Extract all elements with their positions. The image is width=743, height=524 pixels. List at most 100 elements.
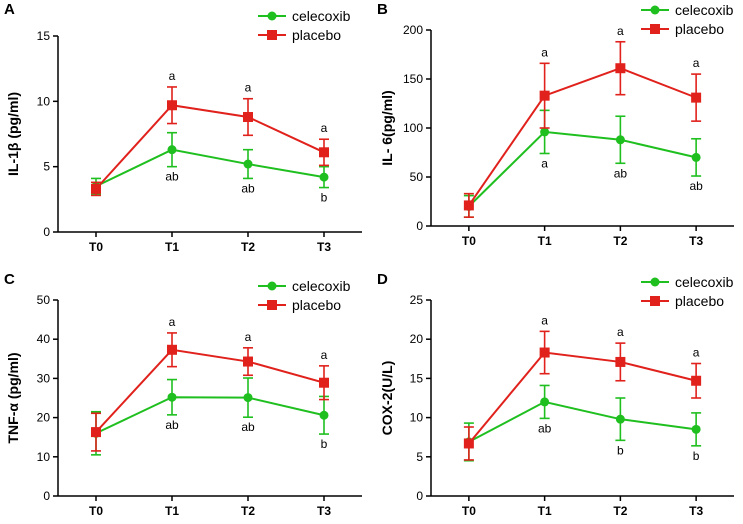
legend-label-placebo: placebo — [292, 27, 341, 43]
y-axis-label: IL- 6(pg/ml) — [379, 90, 395, 165]
y-tick-label: 10 — [37, 450, 51, 464]
legend: celecoxib placebo — [258, 8, 351, 43]
legend-marker-celecoxib — [650, 277, 660, 287]
y-tick-label: 0 — [43, 489, 50, 503]
legend: celecoxib placebo — [258, 278, 351, 313]
celecoxib-point — [540, 127, 550, 137]
legend-label-celecoxib: celecoxib — [292, 278, 351, 294]
panel-letter: B — [377, 1, 388, 18]
placebo-point — [167, 344, 177, 355]
significance-label: a — [321, 121, 328, 135]
significance-label: a — [541, 45, 548, 59]
placebo-point — [615, 63, 626, 74]
celecoxib-point — [167, 145, 177, 155]
chart-panel-d: D 0 5 10 15 20 25 T0 T1 T2 T3 COX-2(U/L) ab b b a a a cele… — [377, 271, 734, 518]
celecoxib-point — [615, 135, 625, 145]
y-tick-label: 50 — [410, 170, 424, 184]
legend-marker-celecoxib — [267, 11, 277, 21]
placebo-line — [468, 351, 697, 445]
legend-label-placebo: placebo — [292, 297, 341, 313]
y-axis-label: IL-1β (pg/ml) — [5, 92, 21, 176]
celecoxib-point — [167, 392, 177, 402]
legend-marker-placebo — [650, 24, 660, 34]
y-axis-label: TNF-α (pg/ml) — [5, 352, 21, 443]
celecoxib-line — [95, 148, 325, 188]
legend-marker-celecoxib — [650, 5, 660, 15]
x-tick-label-t1: T1 — [538, 234, 552, 248]
significance-label: a — [693, 56, 700, 70]
significance-label: b — [321, 191, 328, 205]
panel-letter: A — [4, 1, 15, 18]
x-tick-label-t0: T0 — [89, 504, 103, 518]
significance-label: b — [693, 449, 700, 463]
x-tick-label-t3: T3 — [317, 240, 331, 254]
placebo-point — [319, 147, 329, 158]
y-tick-label: 0 — [43, 225, 50, 239]
significance-label: b — [617, 443, 624, 457]
series-placebo: a a a — [91, 69, 329, 197]
significance-label: a — [541, 313, 548, 327]
placebo-point — [319, 377, 329, 388]
significance-label: a — [617, 325, 624, 339]
celecoxib-line — [468, 130, 697, 208]
significance-label: b — [321, 437, 328, 451]
x-tick-label-t2: T2 — [613, 234, 627, 248]
series-placebo: a a a — [91, 315, 329, 452]
placebo-line — [95, 104, 325, 190]
placebo-point — [463, 438, 474, 449]
placebo-point — [691, 375, 702, 386]
y-tick-label: 0 — [416, 489, 423, 503]
series-celecoxib: ab b b — [463, 384, 702, 463]
celecoxib-point — [691, 152, 701, 162]
y-tick-label: 150 — [403, 72, 423, 86]
y-tick-label: 0 — [416, 219, 423, 233]
series-placebo: a a a — [463, 24, 702, 218]
x-tick-label-t2: T2 — [241, 504, 255, 518]
legend-label-placebo: placebo — [675, 293, 724, 309]
series-placebo: a a a — [463, 313, 702, 461]
legend-label-celecoxib: celecoxib — [675, 2, 734, 18]
placebo-point — [243, 356, 253, 367]
panel-letter: D — [377, 271, 388, 288]
y-tick-label: 5 — [43, 160, 50, 174]
y-axis-label: COX-2(U/L) — [379, 361, 395, 436]
significance-label: ab — [689, 179, 703, 193]
celecoxib-point — [319, 410, 329, 420]
y-tick-label: 5 — [416, 450, 423, 464]
placebo-point — [167, 100, 177, 111]
celecoxib-point — [243, 393, 253, 403]
x-tick-label-t1: T1 — [165, 240, 179, 254]
y-tick-label: 40 — [37, 332, 51, 346]
placebo-point — [539, 347, 550, 358]
significance-label: ab — [165, 170, 179, 184]
series-celecoxib: a ab ab — [463, 109, 703, 218]
legend: celecoxib placebo — [641, 274, 734, 309]
celecoxib-point — [319, 172, 329, 182]
placebo-point — [463, 200, 474, 211]
x-tick-label-t1: T1 — [538, 504, 552, 518]
legend-marker-placebo — [650, 296, 660, 306]
significance-label: a — [245, 81, 252, 95]
placebo-point — [243, 112, 253, 123]
placebo-point — [539, 90, 550, 101]
panel-letter: C — [4, 271, 15, 288]
celecoxib-line — [95, 396, 325, 435]
significance-label: ab — [241, 420, 255, 434]
significance-label: a — [693, 346, 700, 360]
legend-label-celecoxib: celecoxib — [292, 8, 351, 24]
x-tick-label-t1: T1 — [165, 504, 179, 518]
significance-label: a — [321, 348, 328, 362]
chart-panel-a: A 0 5 10 15 T0 T1 T2 T3 IL-1β (pg/ml) ab ab b a a a cele… — [4, 1, 362, 254]
significance-label: a — [169, 315, 176, 329]
legend-label-placebo: placebo — [675, 21, 724, 37]
placebo-line — [468, 67, 697, 206]
celecoxib-line — [468, 400, 697, 443]
y-tick-label: 15 — [37, 29, 51, 43]
celecoxib-point — [691, 424, 701, 434]
legend-marker-celecoxib — [267, 281, 277, 291]
y-tick-label: 50 — [37, 293, 51, 307]
celecoxib-point — [615, 414, 625, 424]
y-tick-label: 10 — [37, 94, 51, 108]
significance-label: a — [169, 69, 176, 83]
